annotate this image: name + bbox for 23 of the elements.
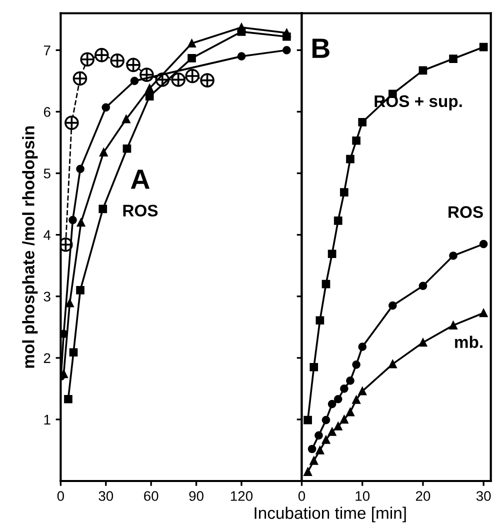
series-label: ROS: [448, 206, 483, 218]
x-tick-label: 0: [57, 491, 64, 501]
x-tick-label: 90: [189, 491, 204, 501]
y-tick-label: 6: [44, 107, 50, 117]
y-tick-label: 7: [44, 46, 50, 56]
series-label: mb.: [455, 336, 482, 348]
x-tick-label: 20: [416, 491, 430, 501]
x-axis-title: Incubation time [min]: [254, 506, 406, 522]
y-axis-title: mol phosphate /mol rhodopsin: [22, 126, 38, 368]
x-tick-label: 10: [356, 491, 370, 501]
y-tick-label: 3: [44, 292, 50, 302]
y-tick-label: 2: [44, 353, 50, 363]
x-tick-label: 30: [476, 491, 491, 501]
y-tick-label: 4: [44, 230, 51, 240]
text: ROS: [123, 204, 158, 217]
x-tick-label: 0: [298, 491, 306, 501]
y-tick-label: 1: [44, 414, 50, 424]
text: A: [130, 170, 150, 189]
text: B: [312, 38, 330, 58]
x-tick-label: 30: [98, 491, 114, 501]
x-tick-label: 120: [230, 491, 253, 501]
y-tick-label: 5: [44, 168, 50, 178]
x-tick-label: 60: [144, 491, 158, 501]
